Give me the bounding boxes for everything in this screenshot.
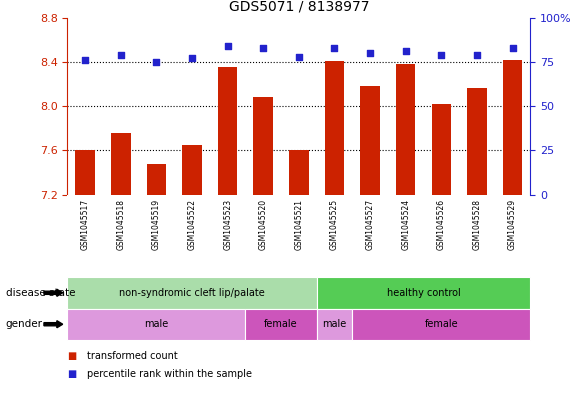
Text: GSM1045528: GSM1045528 <box>472 198 482 250</box>
Text: GSM1045522: GSM1045522 <box>188 198 196 250</box>
Bar <box>67 277 316 309</box>
Bar <box>246 309 316 340</box>
Point <box>80 57 90 63</box>
Point <box>116 51 125 58</box>
Point <box>188 55 197 61</box>
Bar <box>111 133 131 195</box>
Bar <box>396 64 415 195</box>
Point <box>294 53 304 60</box>
Bar <box>325 61 344 195</box>
Bar <box>67 309 246 340</box>
Bar <box>503 60 522 195</box>
Text: gender: gender <box>6 319 43 329</box>
Text: male: male <box>322 319 346 329</box>
Bar <box>316 309 352 340</box>
Bar <box>254 97 273 195</box>
Text: GSM1045517: GSM1045517 <box>81 198 90 250</box>
Point <box>330 44 339 51</box>
Text: GSM1045518: GSM1045518 <box>116 198 125 250</box>
Text: GSM1045520: GSM1045520 <box>259 198 268 250</box>
Text: GSM1045521: GSM1045521 <box>294 198 304 250</box>
Text: GSM1045526: GSM1045526 <box>437 198 446 250</box>
Bar <box>146 163 166 195</box>
Text: transformed count: transformed count <box>87 351 178 361</box>
Text: percentile rank within the sample: percentile rank within the sample <box>87 369 252 379</box>
Point <box>508 44 517 51</box>
Point <box>258 44 268 51</box>
Point <box>366 50 375 56</box>
Text: healthy control: healthy control <box>387 288 461 298</box>
Text: female: female <box>424 319 458 329</box>
Text: GSM1045525: GSM1045525 <box>330 198 339 250</box>
Text: male: male <box>144 319 169 329</box>
Bar <box>218 68 237 195</box>
Bar <box>182 145 202 195</box>
Text: ■: ■ <box>67 351 77 361</box>
Text: GSM1045524: GSM1045524 <box>401 198 410 250</box>
Point <box>472 51 482 58</box>
Bar <box>431 104 451 195</box>
Point <box>437 51 446 58</box>
Text: non-syndromic cleft lip/palate: non-syndromic cleft lip/palate <box>119 288 265 298</box>
Text: ■: ■ <box>67 369 77 379</box>
Text: GSM1045523: GSM1045523 <box>223 198 232 250</box>
Text: GSM1045529: GSM1045529 <box>508 198 517 250</box>
Bar <box>360 86 380 195</box>
Text: GSM1045527: GSM1045527 <box>366 198 374 250</box>
Point <box>152 59 161 65</box>
Point <box>223 43 232 49</box>
Bar <box>467 88 487 195</box>
Bar <box>76 151 95 195</box>
Bar <box>289 151 309 195</box>
Point <box>401 48 410 54</box>
Bar <box>316 277 530 309</box>
Text: GSM1045519: GSM1045519 <box>152 198 161 250</box>
Text: female: female <box>264 319 298 329</box>
Text: disease state: disease state <box>6 288 76 298</box>
Title: GDS5071 / 8138977: GDS5071 / 8138977 <box>229 0 369 14</box>
Bar <box>352 309 530 340</box>
